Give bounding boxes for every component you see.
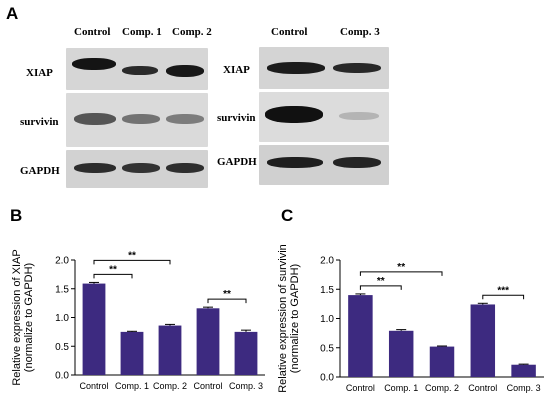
x-tick-label: Control [346, 383, 375, 393]
y-axis-label: Relative expression of survivin(normaliz… [277, 244, 301, 393]
significance-label: *** [497, 285, 509, 296]
panel-label-c: C [281, 206, 294, 225]
y-tick-label: 1.5 [320, 285, 334, 296]
bar [511, 364, 536, 377]
lane-label: Comp. 1 [122, 26, 162, 38]
bar [429, 346, 455, 377]
lane-label: Control [74, 26, 111, 38]
western-blot-right: Control Comp. 3 XIAP survivin GAPDH [215, 0, 415, 200]
y-tick-label: 0.5 [320, 343, 334, 354]
blot-strip-survivin [66, 93, 208, 147]
y-tick-label: 1.5 [55, 284, 69, 295]
lane-label: Comp. 3 [340, 26, 380, 38]
x-tick-label: Comp. 3 [507, 383, 541, 393]
bar [82, 283, 106, 375]
bar [470, 304, 496, 377]
x-tick-label: Control [468, 383, 497, 393]
y-tick-label: 2.0 [55, 256, 69, 267]
row-label-gapdh: GAPDH [20, 165, 60, 177]
x-tick-label: Comp. 1 [384, 383, 418, 393]
y-tick-label: 1.0 [320, 314, 334, 325]
x-tick-label: Comp. 1 [115, 381, 149, 391]
panel-label-a: A [6, 4, 19, 23]
significance-label: ** [397, 262, 405, 273]
x-tick-label: Control [193, 381, 222, 391]
y-tick-label: 2.0 [320, 256, 334, 267]
y-tick-label: 0.5 [55, 342, 69, 353]
x-tick-label: Control [79, 381, 108, 391]
significance-label: ** [109, 264, 117, 275]
bar [234, 331, 258, 375]
significance-bracket [93, 259, 171, 265]
row-label-survivin: survivin [217, 112, 256, 124]
western-blot-left: Control Comp. 1 Comp. 2 XIAP survivin GA… [0, 0, 260, 200]
bar [158, 325, 182, 375]
lane-label: Control [271, 26, 308, 38]
significance-bracket [482, 294, 525, 300]
y-tick-label: 0.0 [55, 371, 69, 382]
bar-chart-xiap: 0.0 0.5 1.0 1.5 2.0 Relative expression of XI… [11, 249, 265, 391]
bar [348, 295, 373, 377]
row-label-survivin: survivin [20, 116, 59, 128]
x-tick-label: Comp. 2 [425, 383, 459, 393]
significance-bracket [93, 273, 133, 279]
bar-chart-survivin: 0.0 0.5 1.0 1.5 2.0 Relative expression of su… [277, 244, 544, 393]
row-label-gapdh: GAPDH [217, 156, 257, 168]
significance-label: ** [223, 289, 231, 300]
blot-strip-xiap [259, 47, 389, 89]
blot-strip-survivin [259, 92, 389, 142]
significance-label: ** [377, 276, 385, 287]
y-tick-label: 0.0 [320, 373, 334, 384]
x-tick-label: Comp. 3 [229, 381, 263, 391]
blot-strip-xiap [66, 48, 208, 90]
significance-label: ** [128, 250, 136, 261]
row-label-xiap: XIAP [223, 64, 250, 76]
blot-strip-gapdh [259, 145, 389, 185]
significance-bracket [359, 285, 402, 290]
y-axis-label: Relative expression of XIAP(normalize to… [11, 249, 35, 385]
x-tick-label: Comp. 2 [153, 381, 187, 391]
panel-label-b: B [10, 206, 23, 225]
lane-label: Comp. 2 [172, 26, 212, 38]
y-tick-label: 1.0 [55, 313, 69, 324]
blot-strip-gapdh [66, 150, 208, 188]
significance-bracket [207, 298, 247, 304]
bar [388, 330, 414, 377]
bar [120, 331, 144, 375]
bar [196, 308, 220, 375]
significance-bracket [359, 271, 443, 276]
row-label-xiap: XIAP [26, 67, 53, 79]
